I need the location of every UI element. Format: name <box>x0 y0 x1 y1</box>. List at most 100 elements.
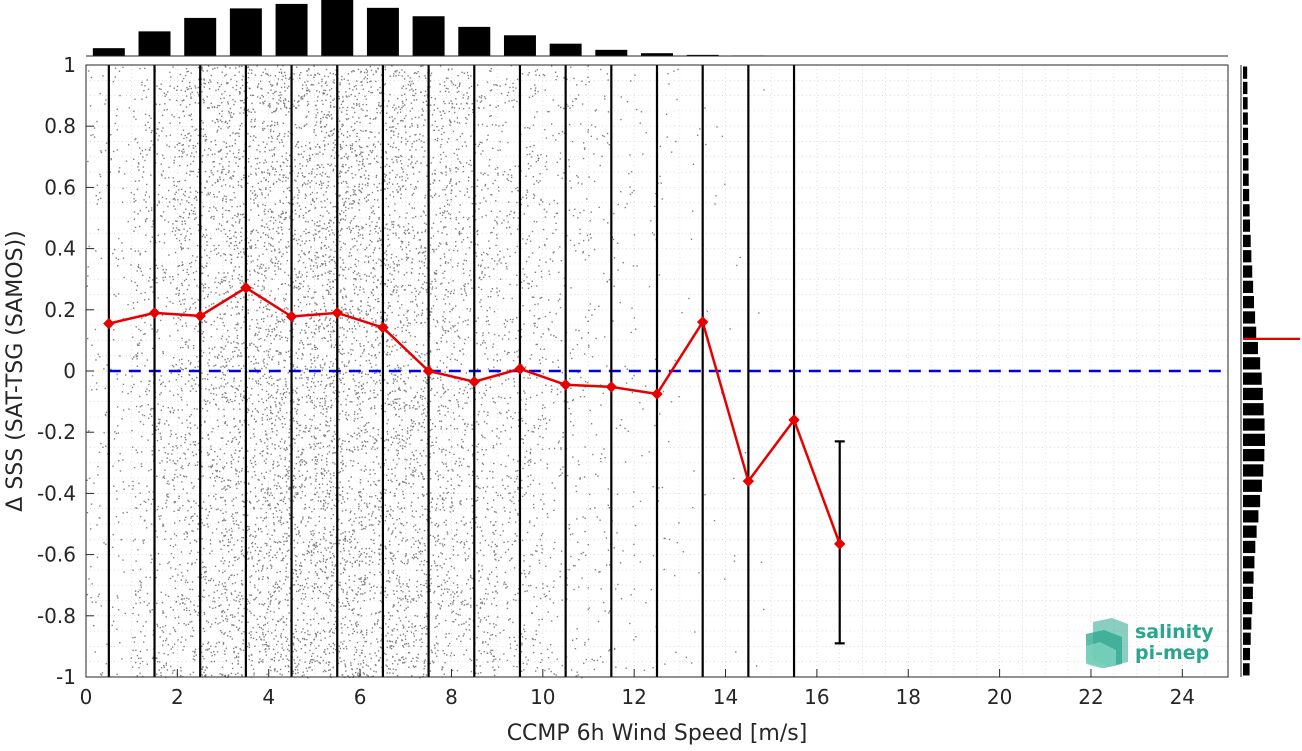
scatter-point <box>231 385 232 386</box>
scatter-point <box>303 431 304 432</box>
scatter-point <box>261 368 262 369</box>
scatter-point <box>237 278 238 279</box>
scatter-point <box>294 197 295 198</box>
scatter-point <box>306 159 307 160</box>
scatter-point <box>249 647 250 648</box>
scatter-point <box>219 176 220 177</box>
scatter-point <box>286 391 287 392</box>
scatter-point <box>304 415 305 416</box>
scatter-point <box>182 261 183 262</box>
scatter-point <box>306 70 307 71</box>
scatter-point <box>222 557 223 558</box>
scatter-point <box>225 345 226 346</box>
scatter-point <box>276 671 277 672</box>
scatter-point <box>289 155 290 156</box>
scatter-point <box>296 144 297 145</box>
scatter-point <box>144 292 145 293</box>
scatter-point <box>173 357 174 358</box>
scatter-point <box>261 639 262 640</box>
scatter-point <box>299 430 300 431</box>
scatter-point <box>229 245 230 246</box>
scatter-point <box>178 409 179 410</box>
scatter-point <box>229 281 230 282</box>
scatter-point <box>224 122 225 123</box>
scatter-point <box>278 465 279 466</box>
scatter-point <box>251 248 252 249</box>
scatter-point <box>276 231 277 232</box>
scatter-point <box>351 94 352 95</box>
scatter-point <box>269 538 270 539</box>
scatter-point <box>168 407 169 408</box>
scatter-point <box>249 632 250 633</box>
scatter-point <box>285 78 286 79</box>
scatter-point <box>305 207 306 208</box>
scatter-point <box>186 137 187 138</box>
scatter-point <box>129 107 130 108</box>
scatter-point <box>115 295 116 296</box>
scatter-point <box>88 246 89 247</box>
scatter-point <box>294 368 295 369</box>
scatter-point <box>335 611 336 612</box>
scatter-point <box>133 198 134 199</box>
scatter-point <box>229 285 230 286</box>
scatter-point <box>294 234 295 235</box>
scatter-point <box>302 675 303 676</box>
scatter-point <box>265 651 266 652</box>
scatter-point <box>283 100 284 101</box>
scatter-point <box>288 645 289 646</box>
scatter-point <box>254 645 255 646</box>
scatter-point <box>306 90 307 91</box>
scatter-point <box>281 397 282 398</box>
scatter-point <box>219 113 220 114</box>
scatter-point <box>315 475 316 476</box>
scatter-point <box>103 542 104 543</box>
scatter-point <box>138 483 139 484</box>
scatter-point <box>350 562 351 563</box>
scatter-point <box>233 499 234 500</box>
scatter-point <box>312 297 313 298</box>
scatter-point <box>262 568 263 569</box>
scatter-point <box>241 240 242 241</box>
scatter-point <box>181 249 182 250</box>
scatter-point <box>255 137 256 138</box>
scatter-point <box>257 286 258 287</box>
scatter-point <box>230 534 231 535</box>
scatter-point <box>280 331 281 332</box>
scatter-point <box>189 174 190 175</box>
scatter-point <box>222 478 223 479</box>
scatter-point <box>248 219 249 220</box>
scatter-point <box>140 406 141 407</box>
scatter-point <box>358 260 359 261</box>
scatter-point <box>304 645 305 646</box>
scatter-point <box>141 463 142 464</box>
scatter-point <box>242 306 243 307</box>
scatter-point <box>97 203 98 204</box>
scatter-point <box>176 323 177 324</box>
scatter-point <box>269 150 270 151</box>
scatter-point <box>280 522 281 523</box>
scatter-point <box>305 195 306 196</box>
scatter-point <box>313 66 314 67</box>
scatter-point <box>276 181 277 182</box>
scatter-point <box>256 327 257 328</box>
scatter-point <box>254 587 255 588</box>
scatter-point <box>207 362 208 363</box>
scatter-point <box>270 187 271 188</box>
scatter-point <box>262 504 263 505</box>
scatter-point <box>112 534 113 535</box>
scatter-point <box>152 348 153 349</box>
scatter-point <box>341 111 342 112</box>
scatter-point <box>229 210 230 211</box>
scatter-point <box>271 418 272 419</box>
scatter-point <box>211 304 212 305</box>
scatter-point <box>356 340 357 341</box>
scatter-point <box>215 607 216 608</box>
scatter-point <box>236 216 237 217</box>
scatter-point <box>215 90 216 91</box>
scatter-point <box>166 506 167 507</box>
scatter-point <box>340 446 341 447</box>
scatter-point <box>270 601 271 602</box>
scatter-point <box>355 561 356 562</box>
scatter-point <box>286 618 287 619</box>
scatter-point <box>239 431 240 432</box>
